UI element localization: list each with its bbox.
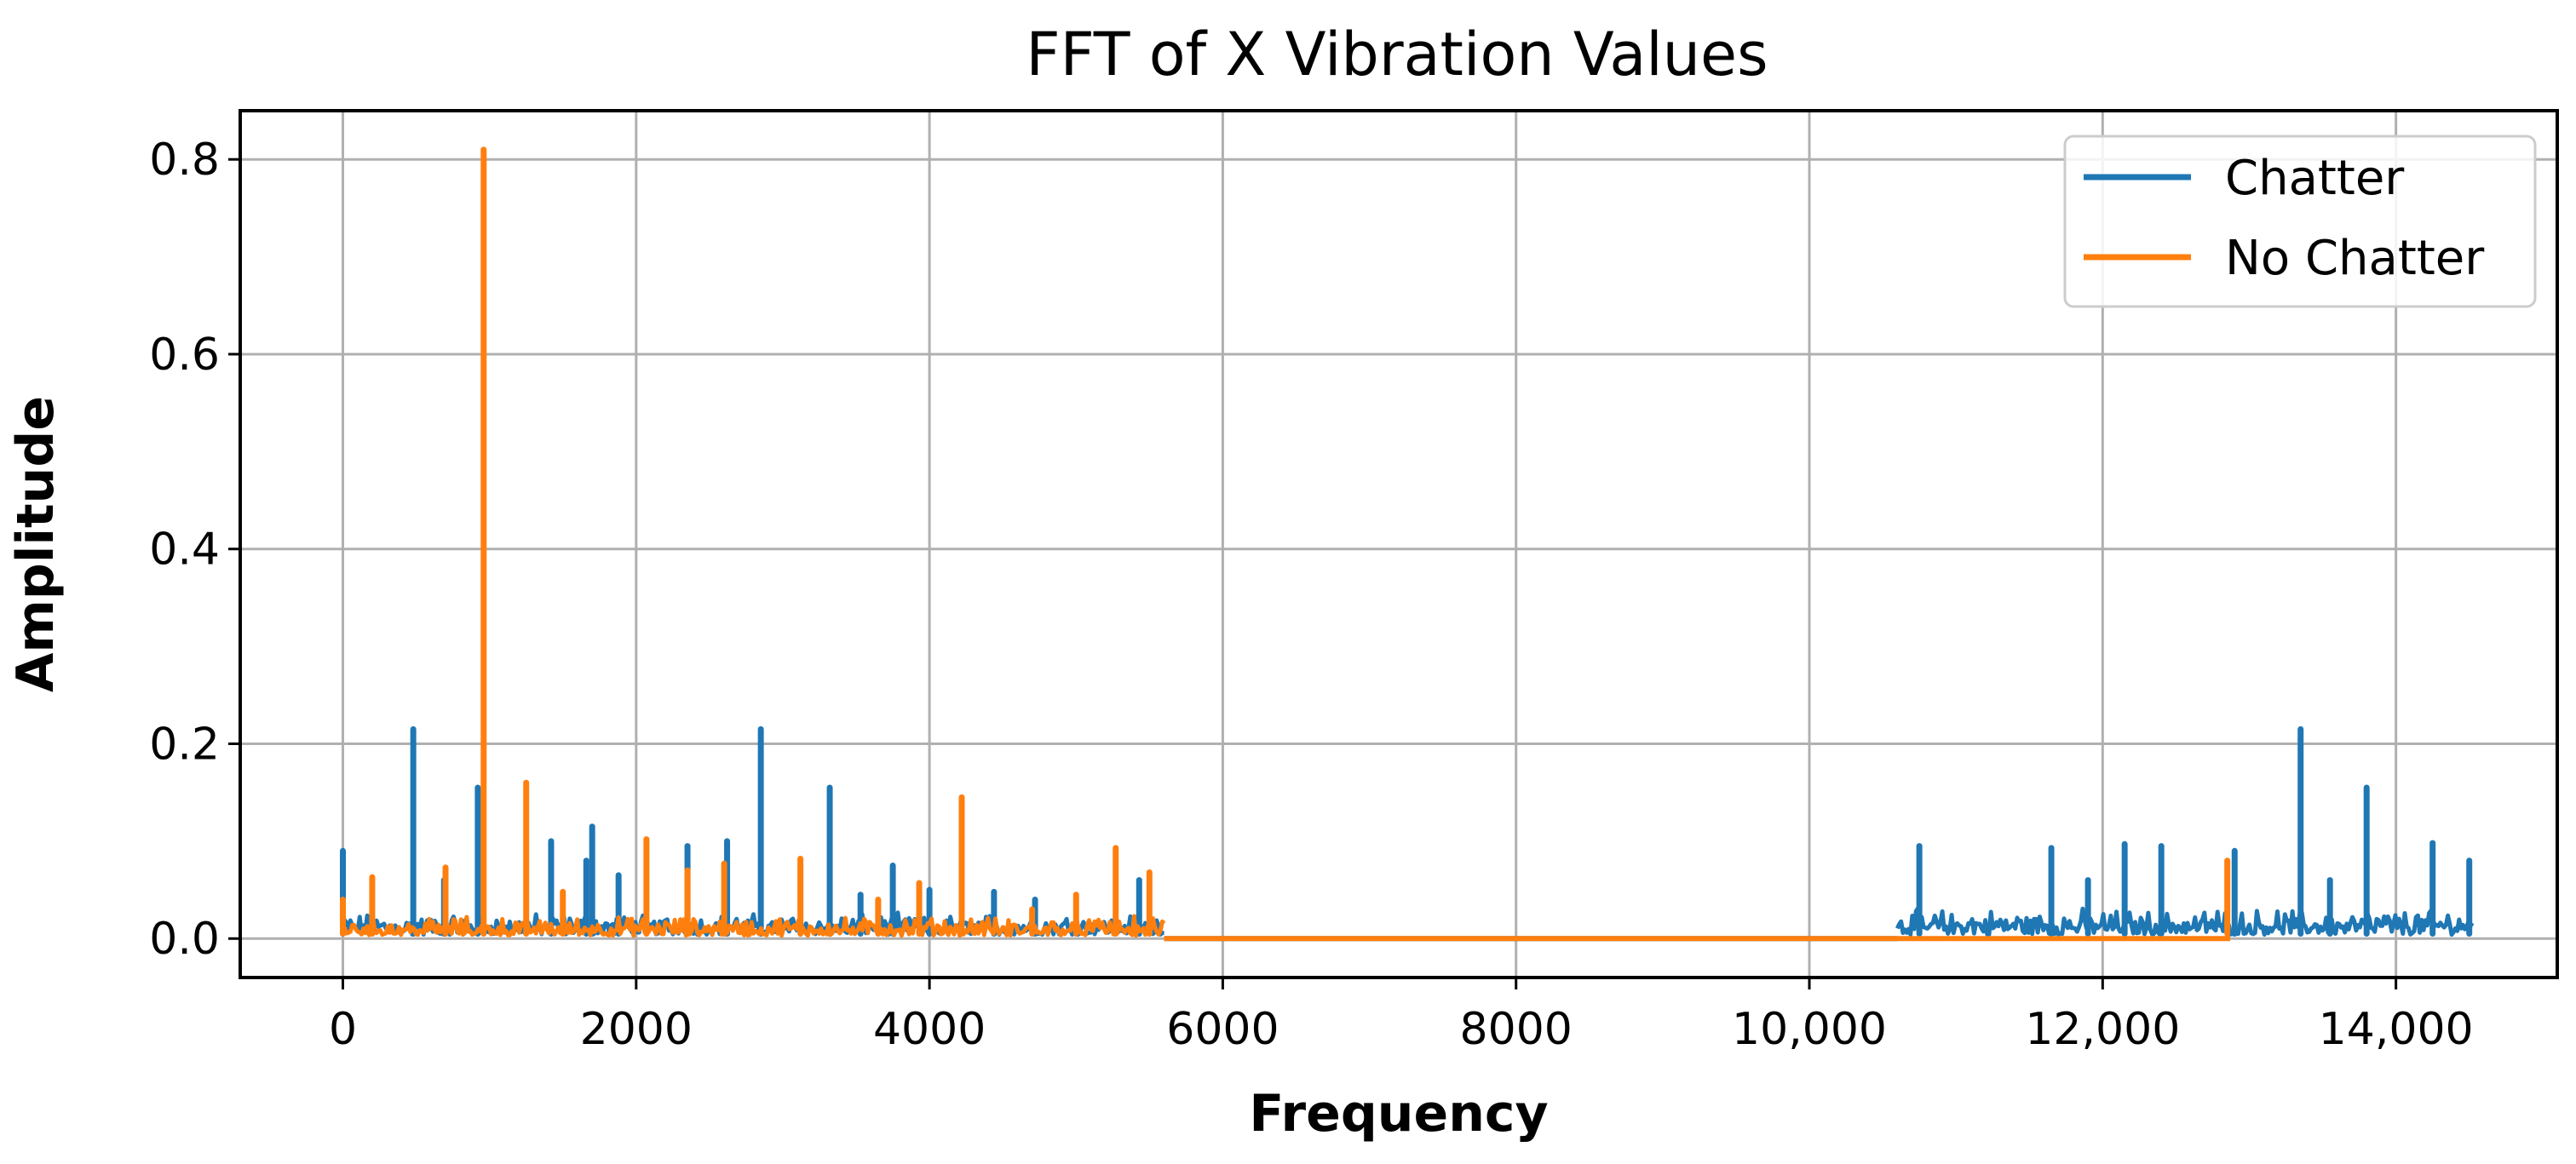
y-tick-label: 0.8 — [149, 135, 220, 186]
y-tick-label: 0.2 — [149, 719, 220, 770]
chart-title: FFT of X Vibration Values — [1026, 20, 1768, 89]
plot-frame — [239, 109, 2559, 979]
y-tick-label: 0.6 — [149, 330, 220, 381]
legend: Chatter No Chatter — [2063, 135, 2537, 308]
x-tick-label: 8000 — [1460, 1004, 1573, 1055]
axis-ticks: 0 2000 4000 6000 8000 10,000 12,000 14,000 0.0 0.… — [149, 135, 2473, 1055]
series-chatter — [340, 725, 2475, 942]
legend-label-no-chatter: No Chatter — [2225, 231, 2485, 286]
x-tick-label: 0 — [329, 1004, 357, 1055]
x-axis-label: Frequency — [1249, 1084, 1548, 1144]
series-no-chatter — [340, 146, 2231, 942]
series-noise-segment — [1895, 906, 2475, 938]
x-tick-label: 6000 — [1166, 1004, 1279, 1055]
series-noise-segment — [341, 914, 1166, 938]
x-tick-label: 14,000 — [2319, 1004, 2474, 1055]
y-axis-label: Amplitude — [6, 396, 66, 692]
legend-label-chatter: Chatter — [2225, 151, 2405, 206]
series-layer — [340, 146, 2475, 942]
x-tick-label: 4000 — [873, 1004, 986, 1055]
x-tick-label: 2000 — [580, 1004, 693, 1055]
x-tick-label: 10,000 — [1732, 1004, 1887, 1055]
x-tick-label: 12,000 — [2025, 1004, 2180, 1055]
y-tick-label: 0.0 — [149, 914, 220, 965]
y-tick-label: 0.4 — [149, 525, 220, 576]
